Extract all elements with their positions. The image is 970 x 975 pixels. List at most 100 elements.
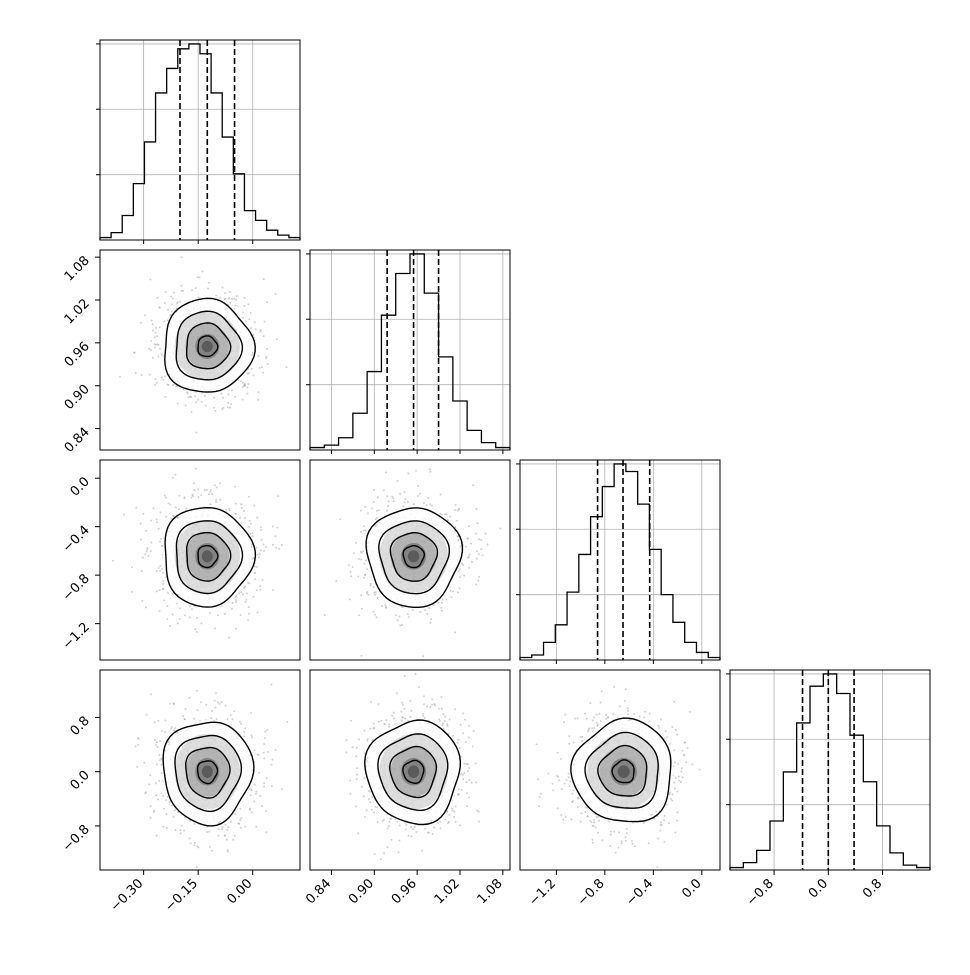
sample-point bbox=[221, 828, 223, 830]
sample-point bbox=[229, 291, 231, 293]
sample-point bbox=[161, 764, 163, 766]
sample-point bbox=[240, 380, 242, 382]
sample-point bbox=[661, 824, 663, 826]
sample-point bbox=[390, 818, 392, 820]
sample-point bbox=[478, 811, 480, 813]
sample-point bbox=[150, 817, 152, 819]
sample-point bbox=[356, 767, 358, 769]
sample-point bbox=[427, 497, 429, 499]
sample-point bbox=[195, 287, 197, 289]
sample-point bbox=[613, 831, 615, 833]
sample-point bbox=[216, 486, 218, 488]
sample-point bbox=[252, 535, 254, 537]
sample-point bbox=[155, 327, 157, 329]
sample-point bbox=[572, 793, 574, 795]
sample-point bbox=[251, 789, 253, 791]
sample-point bbox=[478, 576, 480, 578]
sample-point bbox=[421, 850, 423, 852]
sample-point bbox=[239, 819, 241, 821]
sample-point bbox=[440, 607, 442, 609]
sample-point bbox=[224, 835, 226, 837]
sample-point bbox=[171, 310, 173, 312]
sample-point bbox=[204, 489, 206, 491]
sample-point bbox=[463, 763, 465, 765]
sample-point bbox=[480, 548, 482, 550]
sample-point bbox=[257, 399, 259, 401]
sample-point bbox=[231, 608, 233, 610]
sample-point bbox=[173, 384, 175, 386]
sample-point bbox=[144, 553, 146, 555]
sample-point bbox=[161, 758, 163, 760]
sample-point bbox=[401, 624, 403, 626]
sample-point bbox=[141, 600, 143, 602]
sample-point bbox=[186, 391, 188, 393]
sample-point bbox=[200, 494, 202, 496]
sample-point bbox=[257, 612, 259, 614]
sample-point bbox=[265, 810, 267, 812]
sample-point bbox=[262, 579, 264, 581]
sample-point bbox=[162, 588, 164, 590]
sample-point bbox=[462, 732, 464, 734]
sample-point bbox=[400, 711, 402, 713]
sample-point bbox=[266, 301, 268, 303]
sample-point bbox=[158, 356, 160, 358]
sample-point bbox=[591, 821, 593, 823]
sample-point bbox=[226, 829, 228, 831]
sample-point bbox=[140, 539, 142, 541]
sample-point bbox=[208, 282, 210, 284]
sample-point bbox=[350, 720, 352, 722]
sample-point bbox=[164, 731, 166, 733]
sample-point bbox=[462, 778, 464, 780]
sample-point bbox=[247, 383, 249, 385]
sample-point bbox=[366, 592, 368, 594]
sample-point bbox=[164, 302, 166, 304]
sample-point bbox=[251, 811, 253, 813]
sample-point bbox=[384, 604, 386, 606]
sample-point bbox=[165, 291, 167, 293]
sample-point bbox=[194, 842, 196, 844]
sample-point bbox=[219, 482, 221, 484]
sample-point bbox=[177, 623, 179, 625]
sample-point bbox=[552, 789, 554, 791]
sample-point bbox=[433, 827, 435, 829]
sample-point bbox=[443, 728, 445, 730]
sample-point bbox=[181, 825, 183, 827]
sample-point bbox=[163, 808, 165, 810]
sample-point bbox=[265, 831, 267, 833]
sample-point bbox=[148, 783, 150, 785]
sample-point bbox=[266, 348, 268, 350]
sample-point bbox=[179, 607, 181, 609]
axes-frame bbox=[730, 670, 930, 870]
sample-point bbox=[153, 507, 155, 509]
sample-point bbox=[387, 846, 389, 848]
sample-point bbox=[562, 819, 564, 821]
sample-point bbox=[208, 493, 210, 495]
sample-point bbox=[595, 826, 597, 828]
sample-point bbox=[169, 801, 171, 803]
sample-point bbox=[240, 723, 242, 725]
sample-point bbox=[250, 327, 252, 329]
sample-point bbox=[254, 578, 256, 580]
sample-point bbox=[254, 750, 256, 752]
sample-point bbox=[146, 551, 148, 553]
sample-point bbox=[360, 551, 362, 553]
sample-point bbox=[259, 367, 261, 369]
sample-point bbox=[183, 718, 185, 720]
sample-point bbox=[238, 823, 240, 825]
sample-point bbox=[158, 567, 160, 569]
sample-point bbox=[401, 719, 403, 721]
sample-point bbox=[271, 759, 273, 761]
sample-point bbox=[158, 754, 160, 756]
sample-point bbox=[193, 844, 195, 846]
sample-point bbox=[196, 631, 198, 633]
sample-point bbox=[433, 703, 435, 705]
sample-point bbox=[266, 777, 268, 779]
sample-point bbox=[572, 789, 574, 791]
histogram-panel bbox=[726, 670, 930, 870]
sample-point bbox=[463, 772, 465, 774]
sample-point bbox=[411, 710, 413, 712]
sample-point bbox=[367, 512, 369, 514]
sample-point bbox=[246, 393, 248, 395]
sample-point bbox=[263, 550, 265, 552]
sample-point bbox=[161, 376, 163, 378]
